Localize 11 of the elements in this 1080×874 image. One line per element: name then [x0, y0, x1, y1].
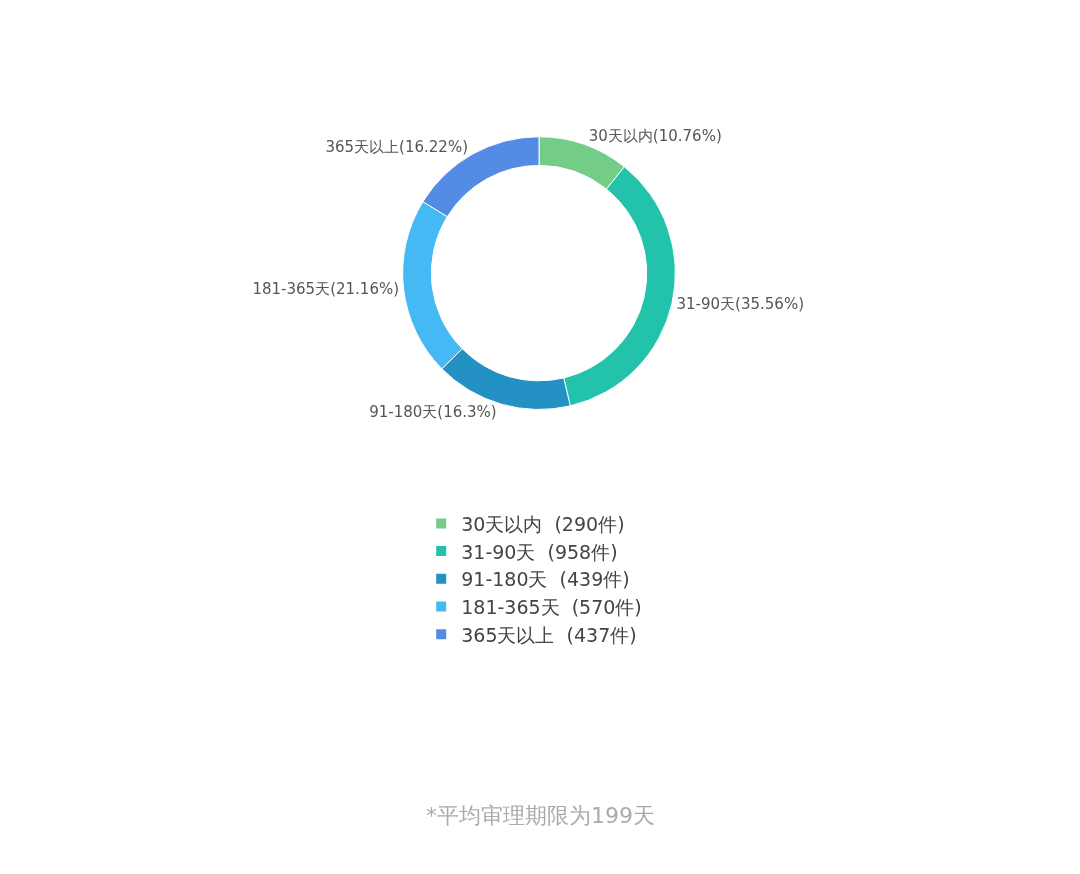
legend-label: 181-365天 (570件) [461, 595, 642, 618]
data-label: 30天以内(10.76%) [588, 127, 722, 146]
legend-label: 91-180天 (439件) [461, 568, 630, 591]
legend-label: 365天以上 (437件) [461, 623, 637, 646]
data-label: 31-90天(35.56%) [676, 294, 805, 313]
data-label: 365天以上(16.22%) [325, 138, 469, 157]
legend-label: 30天以内 (290件) [461, 512, 625, 535]
legend-label: 31-90天 (958件) [461, 540, 618, 563]
data-label: 91-180天(16.3%) [369, 403, 497, 422]
data-label: 181-365天(21.16%) [252, 279, 400, 298]
text: *平均审理期限为199天 [426, 803, 655, 828]
